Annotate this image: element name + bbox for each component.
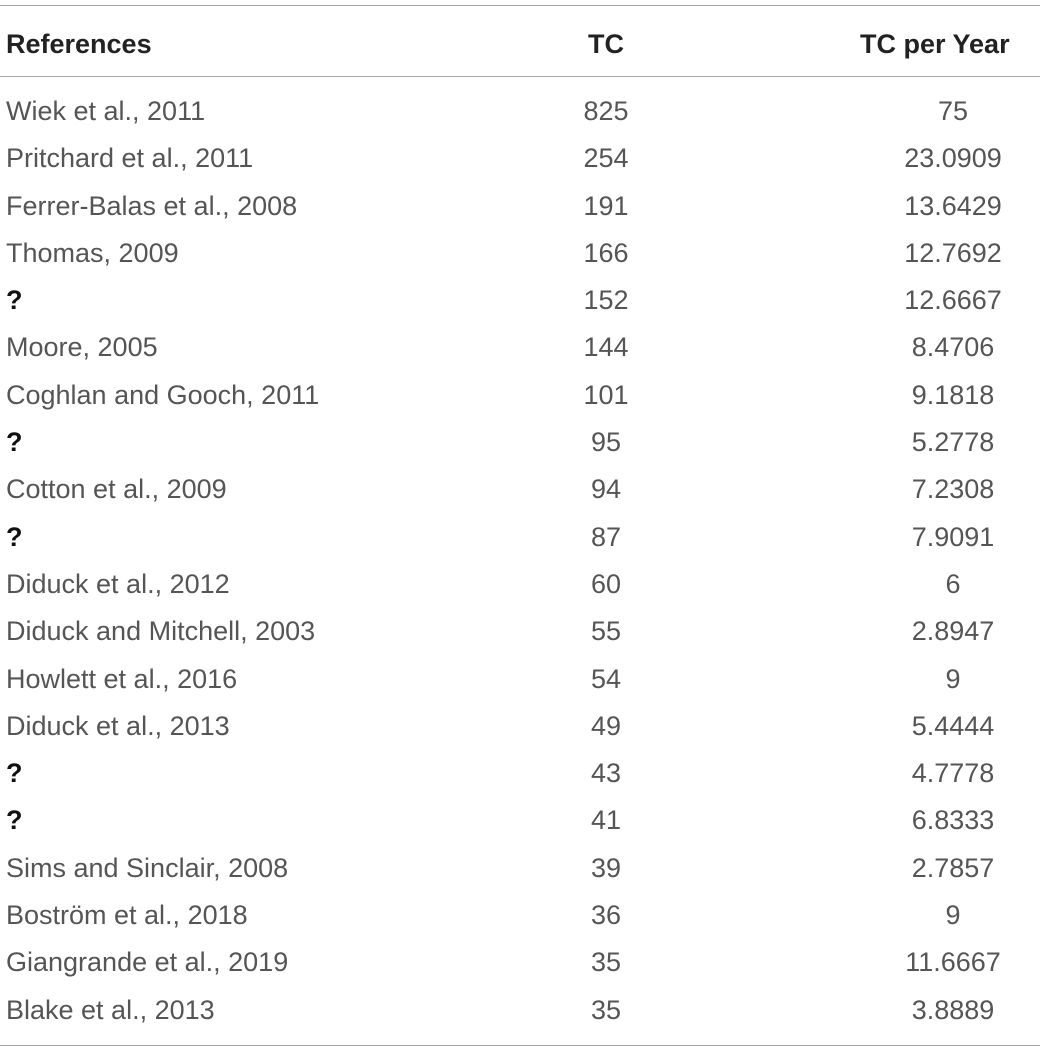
table-row: Howlett et al., 2016 54 9 <box>0 656 1040 703</box>
cell-tc: 55 <box>590 616 622 647</box>
table-row: Pritchard et al., 2011 254 23.0909 <box>0 135 1040 182</box>
table-header-row: References TC TC per Year <box>0 5 1040 76</box>
cell-tc-per-year: 23.0909 <box>904 143 1002 174</box>
cell-tc-per-year: 8.4706 <box>911 332 995 363</box>
cell-reference: Boström et al., 2018 <box>6 900 248 931</box>
cell-tc-per-year: 7.2308 <box>911 474 995 505</box>
cell-tc-per-year: 75 <box>937 96 969 126</box>
cell-tc: 166 <box>583 237 629 268</box>
cell-tc-per-year: 12.7692 <box>904 237 1002 268</box>
cell-tc: 191 <box>583 190 629 221</box>
cell-tc: 39 <box>590 852 622 883</box>
cell-tc: 101 <box>583 379 629 410</box>
cell-tc: 35 <box>590 947 622 978</box>
cell-reference: ? <box>6 427 23 458</box>
cell-tc-per-year: 12.6667 <box>904 285 1002 316</box>
cell-tc: 254 <box>583 143 629 174</box>
cell-tc: 41 <box>590 805 622 836</box>
cell-tc-per-year: 2.8947 <box>911 616 995 647</box>
cell-reference: Sims and Sinclair, 2008 <box>6 852 289 883</box>
cell-tc: 95 <box>590 427 622 458</box>
cell-reference: Ferrer-Balas et al., 2008 <box>6 190 298 221</box>
table-row: ? 152 12.6667 <box>0 277 1040 324</box>
cell-tc-per-year: 13.6429 <box>904 190 1002 221</box>
cell-tc-per-year: 4.7778 <box>911 758 995 789</box>
table-row: ? 95 5.2778 <box>0 419 1040 466</box>
cell-tc: 36 <box>590 900 622 931</box>
cell-tc: 43 <box>590 758 622 789</box>
cell-reference: Pritchard et al., 2011 <box>6 143 254 174</box>
cell-reference: Giangrande et al., 2019 <box>6 947 289 978</box>
cell-tc-per-year: 3.8889 <box>911 994 995 1025</box>
cell-tc-per-year: 5.4444 <box>911 710 995 741</box>
header-references: References <box>6 29 152 59</box>
cell-tc-per-year: 5.2778 <box>911 427 995 458</box>
cell-reference: Thomas, 2009 <box>6 237 179 268</box>
table-row: Giangrande et al., 2019 35 11.6667 <box>0 939 1040 986</box>
table-body: Wiek et al., 2011 825 75 Pritchard et al., … <box>0 88 1040 1034</box>
cell-reference: Diduck et al., 2013 <box>6 710 230 741</box>
table-row: ? 43 4.7778 <box>0 750 1040 797</box>
table-row: Coghlan and Gooch, 2011 101 9.1818 <box>0 372 1040 419</box>
cell-reference: ? <box>6 758 23 789</box>
cell-reference: Diduck et al., 2012 <box>6 568 230 599</box>
cell-tc: 87 <box>590 521 622 552</box>
cell-tc: 152 <box>583 285 629 316</box>
cell-tc: 49 <box>590 710 622 741</box>
cell-reference: Wiek et al., 2011 <box>6 96 206 126</box>
cell-tc-per-year: 11.6667 <box>905 947 1001 978</box>
cell-tc-per-year: 2.7857 <box>911 852 995 883</box>
table-row: Thomas, 2009 166 12.7692 <box>0 230 1040 277</box>
cell-reference: Blake et al., 2013 <box>6 994 215 1025</box>
cell-tc-per-year: 6.8333 <box>911 805 995 836</box>
table-row: Wiek et al., 2011 825 75 <box>0 88 1040 135</box>
cell-tc: 94 <box>590 474 622 505</box>
cell-tc: 35 <box>590 994 622 1025</box>
table-row: Boström et al., 2018 36 9 <box>0 892 1040 939</box>
header-tc: TC <box>588 29 624 59</box>
cell-reference: ? <box>6 285 23 316</box>
cell-reference: Diduck and Mitchell, 2003 <box>6 616 316 647</box>
cell-tc-per-year: 9.1818 <box>911 379 995 410</box>
cell-reference: Howlett et al., 2016 <box>6 663 238 694</box>
cell-reference: ? <box>6 521 23 552</box>
table-row: Cotton et al., 2009 94 7.2308 <box>0 466 1040 513</box>
table-row: Diduck et al., 2012 60 6 <box>0 561 1040 608</box>
cell-tc-per-year: 9 <box>945 900 961 931</box>
cell-reference: Cotton et al., 2009 <box>6 474 227 505</box>
table-row: Sims and Sinclair, 2008 39 2.7857 <box>0 845 1040 892</box>
cell-tc-per-year: 6 <box>945 568 961 599</box>
cell-reference: ? <box>6 805 23 836</box>
table-row: Ferrer-Balas et al., 2008 191 13.6429 <box>0 183 1040 230</box>
table-row: Moore, 2005 144 8.4706 <box>0 324 1040 371</box>
cell-tc-per-year: 9 <box>945 663 961 694</box>
table-row: ? 41 6.8333 <box>0 797 1040 844</box>
table-top-rule <box>0 5 1040 6</box>
cell-tc: 825 <box>583 96 629 126</box>
table-row: Diduck and Mitchell, 2003 55 2.8947 <box>0 608 1040 655</box>
cell-tc-per-year: 7.9091 <box>911 521 995 552</box>
table-header-rule <box>0 76 1040 77</box>
cell-tc: 60 <box>590 568 622 599</box>
cell-reference: Coghlan and Gooch, 2011 <box>6 379 320 410</box>
table-row: Blake et al., 2013 35 3.8889 <box>0 987 1040 1034</box>
table-row: Diduck et al., 2013 49 5.4444 <box>0 703 1040 750</box>
cell-tc: 54 <box>590 663 622 694</box>
cell-tc: 144 <box>583 332 629 363</box>
header-tc-per-year: TC per Year <box>860 29 1010 59</box>
table-bottom-rule <box>0 1045 1040 1046</box>
cell-reference: Moore, 2005 <box>6 332 158 363</box>
table-row: ? 87 7.9091 <box>0 514 1040 561</box>
